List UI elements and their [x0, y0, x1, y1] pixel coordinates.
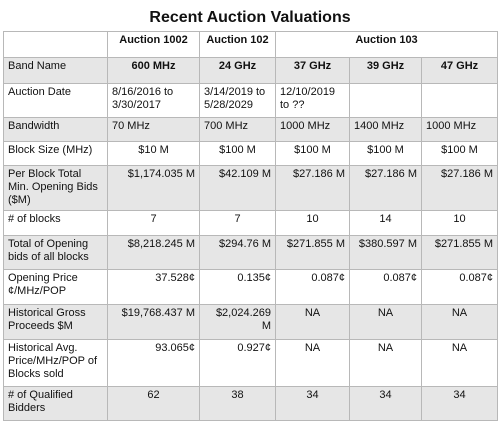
row-label: Per Block Total Min. Opening Bids ($M)	[3, 165, 108, 211]
row-label: Historical Avg. Price/MHz/POP of Blocks …	[3, 339, 108, 387]
cell-37ghz: 0.087¢	[275, 269, 350, 305]
cell-auction-102: $294.76 M	[199, 235, 276, 270]
cell-47ghz: $271.855 M	[420, 235, 499, 270]
cell-39ghz: 39 GHz	[349, 57, 422, 84]
cell-auction-102: 7	[199, 210, 276, 236]
cell-auction-1002: 37.528¢	[107, 269, 200, 305]
cell-37ghz: $27.186 M	[275, 165, 350, 211]
cell-auction-1002: $1,174.035 M	[107, 165, 200, 211]
cell-47ghz: 0.087¢	[420, 269, 499, 305]
cell-auction-102: $2,024.269 M	[199, 304, 276, 340]
row-label: Bandwidth	[3, 117, 108, 142]
cell-37ghz: 10	[275, 210, 350, 236]
row-label: # of blocks	[3, 210, 108, 236]
cell-47ghz: 47 GHz	[420, 57, 499, 84]
row-auction-date: Auction Date 8/16/2016 to 3/30/2017 3/14…	[3, 83, 499, 118]
cell-auction-102: 700 MHz	[199, 117, 276, 142]
cell-37ghz: 12/10/2019 to ??	[275, 83, 350, 118]
page-title: Recent Auction Valuations	[149, 9, 351, 26]
row-label: Historical Gross Proceeds $M	[3, 304, 108, 340]
cell-auction-1002: 93.065¢	[107, 339, 200, 387]
cell-auction-1002: 7	[107, 210, 200, 236]
row-num-blocks: # of blocks 7 7 10 14 10	[3, 210, 499, 236]
cell-auction-1002: 8/16/2016 to 3/30/2017	[107, 83, 200, 118]
cell-auction-1002: 600 MHz	[107, 57, 200, 84]
row-block-size: Block Size (MHz) $10 M $100 M $100 M $10…	[3, 141, 499, 166]
row-label: Auction Date	[3, 83, 108, 118]
cell-47ghz: NA	[420, 339, 499, 387]
row-total-opening-bids: Total of Opening bids of all blocks $8,2…	[3, 235, 499, 270]
header-auction-102: Auction 102	[199, 31, 276, 58]
row-gross-proceeds: Historical Gross Proceeds $M $19,768.437…	[3, 304, 499, 340]
header-empty-cell	[3, 31, 108, 58]
row-label: Opening Price ¢/MHz/POP	[3, 269, 108, 305]
cell-37ghz: 37 GHz	[275, 57, 350, 84]
cell-47ghz: $100 M	[420, 141, 499, 166]
auction-valuations-table: Auction 1002 Auction 102 Auction 103 Ban…	[3, 31, 499, 421]
cell-37ghz: NA	[275, 339, 350, 387]
row-label: Band Name	[3, 57, 108, 84]
cell-37ghz: $271.855 M	[275, 235, 350, 270]
row-per-block-bids: Per Block Total Min. Opening Bids ($M) $…	[3, 165, 499, 211]
cell-auction-102: 0.927¢	[199, 339, 276, 387]
cell-auction-1002: $10 M	[107, 141, 200, 166]
cell-47ghz	[420, 83, 499, 118]
row-qualified-bidders: # of Qualified Bidders 62 38 34 34 34	[3, 386, 499, 421]
cell-39ghz: 1400 MHz	[349, 117, 422, 142]
cell-47ghz: 34	[420, 386, 499, 421]
cell-39ghz: 34	[349, 386, 422, 421]
cell-auction-1002: 70 MHz	[107, 117, 200, 142]
cell-auction-1002: $19,768.437 M	[107, 304, 200, 340]
cell-37ghz: $100 M	[275, 141, 350, 166]
row-bandwidth: Bandwidth 70 MHz 700 MHz 1000 MHz 1400 M…	[3, 117, 499, 142]
cell-auction-102: 24 GHz	[199, 57, 276, 84]
row-label: # of Qualified Bidders	[3, 386, 108, 421]
cell-auction-102: 3/14/2019 to 5/28/2029	[199, 83, 276, 118]
cell-37ghz: NA	[275, 304, 350, 340]
row-label: Block Size (MHz)	[3, 141, 108, 166]
row-band-name: Band Name 600 MHz 24 GHz 37 GHz 39 GHz 4…	[3, 57, 499, 84]
cell-auction-102: $100 M	[199, 141, 276, 166]
row-opening-price: Opening Price ¢/MHz/POP 37.528¢ 0.135¢ 0…	[3, 269, 499, 305]
header-auction-1002: Auction 1002	[107, 31, 200, 58]
cell-auction-1002: $8,218.245 M	[107, 235, 200, 270]
cell-39ghz: NA	[349, 304, 422, 340]
cell-39ghz: $100 M	[349, 141, 422, 166]
header-auction-103: Auction 103	[274, 31, 499, 58]
cell-37ghz: 34	[275, 386, 350, 421]
cell-39ghz: $27.186 M	[349, 165, 422, 211]
cell-auction-102: 0.135¢	[199, 269, 276, 305]
row-avg-price: Historical Avg. Price/MHz/POP of Blocks …	[3, 339, 499, 387]
cell-39ghz: 14	[349, 210, 422, 236]
cell-39ghz: $380.597 M	[349, 235, 422, 270]
cell-47ghz: 1000 MHz	[420, 117, 499, 142]
cell-37ghz: 1000 MHz	[275, 117, 350, 142]
cell-47ghz: NA	[420, 304, 499, 340]
cell-39ghz: 0.087¢	[349, 269, 422, 305]
table-header-row: Auction 1002 Auction 102 Auction 103	[3, 31, 499, 58]
cell-39ghz	[349, 83, 422, 118]
cell-auction-102: 38	[199, 386, 276, 421]
cell-auction-1002: 62	[107, 386, 200, 421]
row-label: Total of Opening bids of all blocks	[3, 235, 108, 270]
cell-47ghz: $27.186 M	[420, 165, 499, 211]
cell-47ghz: 10	[420, 210, 499, 236]
cell-auction-102: $42.109 M	[199, 165, 276, 211]
cell-39ghz: NA	[349, 339, 422, 387]
